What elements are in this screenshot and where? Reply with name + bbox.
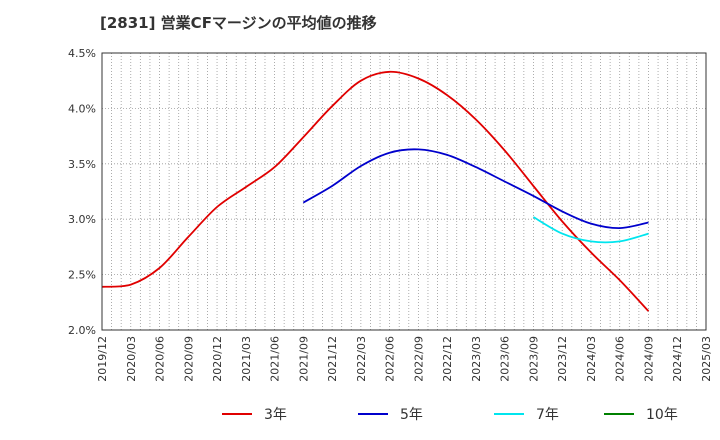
x-tick-label: 2022/12 <box>441 336 454 382</box>
legend-label: 10年 <box>646 407 678 423</box>
chart-title: [2831] 営業CFマージンの平均値の推移 <box>100 14 377 32</box>
y-tick-label: 2.0% <box>68 324 96 337</box>
x-tick-label: 2023/03 <box>470 336 483 382</box>
x-tick-label: 2020/12 <box>211 336 224 382</box>
x-tick-label: 2021/09 <box>297 336 310 382</box>
x-tick-label: 2021/06 <box>269 336 282 382</box>
x-tick-label: 2024/06 <box>614 336 627 382</box>
y-tick-label: 4.0% <box>68 102 96 115</box>
y-tick-label: 2.5% <box>68 269 96 282</box>
x-tick-label: 2020/06 <box>154 336 167 382</box>
x-tick-label: 2024/12 <box>671 336 684 382</box>
x-tick-label: 2021/12 <box>326 336 339 382</box>
x-tick-label: 2022/06 <box>384 336 397 382</box>
y-tick-label: 3.5% <box>68 158 96 171</box>
plot-frame <box>101 52 707 331</box>
legend-label: 7年 <box>536 407 559 423</box>
y-tick-label: 3.0% <box>68 213 96 226</box>
y-axis-ticks: 2.0% 2.5% 3.0% 3.5% 4.0% 4.5% <box>68 47 96 337</box>
x-tick-label: 2023/12 <box>556 336 569 382</box>
x-axis-ticks: 2019/12 2020/03 2020/06 2020/09 2020/12 2021/… <box>96 336 713 382</box>
x-tick-label: 2023/06 <box>499 336 512 382</box>
x-tick-label: 2020/09 <box>182 336 195 382</box>
y-tick-label: 4.5% <box>68 47 96 60</box>
series-line-2 <box>532 216 649 244</box>
x-tick-label: 2019/12 <box>96 336 109 382</box>
x-tick-label: 2024/03 <box>585 336 598 382</box>
x-tick-label: 2021/03 <box>240 336 253 382</box>
legend-label: 3年 <box>264 407 287 423</box>
series-lines <box>101 70 650 312</box>
grid <box>102 53 706 330</box>
x-tick-label: 2022/09 <box>412 336 425 382</box>
x-tick-label: 2023/09 <box>527 336 540 382</box>
series-line-1 <box>302 148 649 230</box>
legend: 3年 5年 7年 10年 <box>222 407 678 423</box>
x-tick-label: 2025/03 <box>700 336 713 382</box>
x-tick-label: 2024/09 <box>642 336 655 382</box>
x-tick-label: 2022/03 <box>355 336 368 382</box>
legend-label: 5年 <box>400 407 423 423</box>
x-tick-label: 2020/03 <box>125 336 138 382</box>
series-line-0 <box>101 70 650 312</box>
